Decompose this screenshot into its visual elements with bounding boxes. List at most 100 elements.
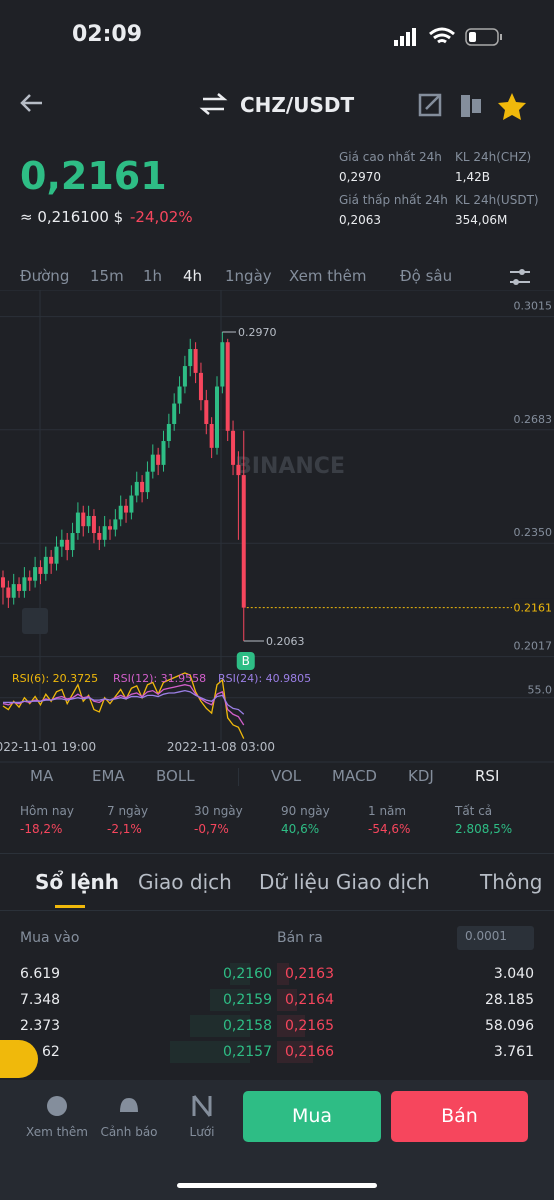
marker-box	[236, 652, 255, 670]
price-tick: 0.3015	[514, 300, 553, 313]
watermark: BINANCE	[235, 454, 345, 479]
candle-body	[134, 481, 139, 496]
candle-body	[108, 526, 112, 530]
price-usd: ≈ 0,216100 $	[20, 208, 124, 226]
candle-body	[161, 441, 166, 465]
indicator-tab[interactable]: BOLL	[156, 767, 195, 785]
interval-tab[interactable]: 1ngày	[225, 267, 272, 285]
candle-body	[97, 533, 102, 540]
stat-label: KL 24h(CHZ)	[455, 150, 532, 164]
period-change: -2,1%	[107, 822, 142, 836]
indicator-tab[interactable]: MACD	[332, 767, 377, 785]
bottom-item: Cảnh báo	[100, 1125, 158, 1139]
date-label: 2022-11-08 03:00	[167, 740, 275, 754]
period: 90 ngày	[281, 804, 330, 818]
candle-body	[22, 577, 27, 591]
indicator-tab[interactable]: KDJ	[408, 767, 434, 785]
interval-tab[interactable]: 15m	[90, 267, 124, 285]
ask-price: 0,2165	[285, 1018, 334, 1034]
favorite[interactable]	[498, 93, 526, 120]
precision: 0.0001	[457, 926, 534, 950]
candle-body	[204, 400, 209, 424]
stat-label: Giá cao nhất 24h	[339, 150, 442, 164]
rsi-line	[3, 689, 245, 715]
candle-body	[236, 464, 241, 476]
candle-body	[70, 533, 75, 551]
period-change: -54,6%	[368, 822, 411, 836]
ask-depth	[277, 989, 297, 1011]
ask-qty: 3.040	[493, 966, 534, 982]
header-icons	[20, 93, 526, 120]
bottom-icons	[47, 1095, 212, 1117]
candle-body	[75, 512, 80, 534]
candle-body	[43, 556, 48, 574]
book-tab[interactable]: Giao dịch	[138, 870, 232, 894]
last-price-box	[512, 598, 554, 617]
interval-tab[interactable]: 1h	[143, 267, 163, 285]
price-tick: 0.2017	[514, 640, 553, 653]
fullscreen[interactable]	[22, 608, 48, 634]
period: 1 năm	[368, 804, 407, 818]
candle-body	[6, 587, 11, 598]
candle-body	[54, 546, 59, 564]
period: 30 ngày	[194, 804, 243, 818]
indicator-tab[interactable]: MA	[30, 767, 54, 785]
candle-body	[177, 386, 182, 404]
ask-price: 0,2164	[285, 992, 334, 1008]
period-change: -18,2%	[20, 822, 63, 836]
stat-value: 0,2063	[339, 213, 381, 227]
ask-depth	[277, 1041, 313, 1063]
candle-body	[231, 430, 236, 465]
bid-price: 0,2160	[223, 966, 272, 982]
indicator-tab[interactable]: RSI	[475, 767, 500, 785]
candle-body	[17, 584, 22, 591]
indicator-tab[interactable]: EMA	[92, 767, 125, 785]
candle-body	[38, 567, 43, 574]
back-button[interactable]	[20, 94, 42, 112]
candle-body	[113, 519, 118, 530]
high-label: 0.2970	[238, 326, 277, 339]
candle-body	[65, 539, 70, 551]
candle-body	[225, 342, 230, 431]
candle-body	[241, 475, 246, 608]
indicator-tab[interactable]: VOL	[271, 767, 302, 785]
candle-body	[33, 567, 38, 581]
settings-icon[interactable]	[508, 266, 532, 288]
fire-button[interactable]	[0, 1040, 38, 1078]
rsi-legend: RSI(24): 40.9805	[218, 672, 311, 685]
ask-header: Bán ra	[277, 930, 323, 946]
ask-price: 0,2166	[285, 1044, 334, 1060]
candle-body	[140, 481, 145, 493]
divider	[0, 910, 554, 911]
ask-depth	[277, 963, 289, 985]
book-tab[interactable]: Thông	[480, 870, 543, 894]
period: 7 ngày	[107, 804, 149, 818]
period-change: -0,7%	[194, 822, 229, 836]
candle-body	[59, 539, 64, 547]
candle-body	[91, 515, 96, 534]
share[interactable]	[418, 93, 442, 117]
book-tab[interactable]: Dữ liệu Giao dịch	[259, 870, 430, 894]
interval-tab[interactable]: 4h	[183, 267, 203, 285]
stat-value: 354,06M	[455, 213, 508, 227]
interval-tab[interactable]: Đường	[20, 267, 70, 285]
bid-price: 0,2159	[223, 992, 272, 1008]
bid-qty: 7.348	[20, 992, 61, 1008]
candle-body	[118, 505, 123, 520]
stat-value: 0,2970	[339, 170, 381, 184]
change: -24,02%	[130, 208, 193, 226]
interval-tab[interactable]: Xem thêm	[289, 267, 367, 285]
bid-depth	[190, 1015, 250, 1037]
sell-button[interactable]: Bán	[391, 1091, 528, 1142]
candle-body	[156, 454, 161, 465]
status-icons	[394, 27, 502, 46]
ask-qty: 58.096	[485, 1018, 534, 1034]
bid-qty: 62	[42, 1044, 60, 1060]
rsi-line	[2, 684, 245, 726]
candle-body	[129, 495, 134, 513]
candle-body	[166, 423, 171, 442]
pair: CHZ/USDT	[240, 93, 355, 117]
buy-button[interactable]: Mua	[243, 1091, 381, 1142]
interval-tab[interactable]: Độ sâu	[400, 267, 453, 285]
book-tab[interactable]: Sổ lệnh	[35, 870, 120, 894]
